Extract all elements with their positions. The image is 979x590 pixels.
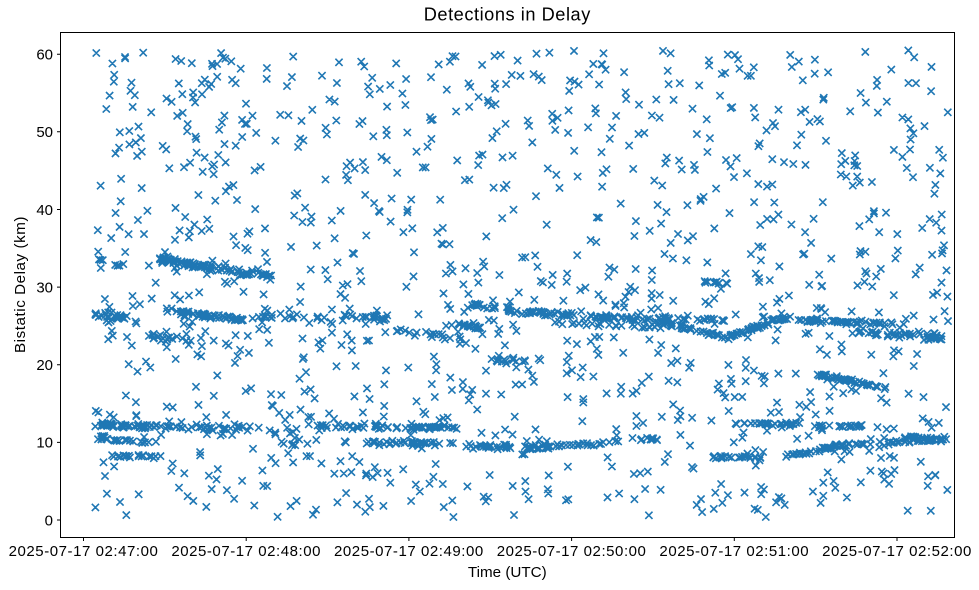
svg-text:Bistatic Delay (km): Bistatic Delay (km)	[12, 216, 29, 353]
svg-text:60: 60	[36, 47, 53, 64]
svg-text:Time (UTC): Time (UTC)	[468, 564, 547, 581]
svg-text:2025-07-17 02:49:00: 2025-07-17 02:49:00	[334, 543, 484, 560]
svg-text:50: 50	[36, 124, 53, 141]
svg-text:Detections in Delay: Detections in Delay	[424, 5, 591, 25]
svg-text:2025-07-17 02:48:00: 2025-07-17 02:48:00	[171, 543, 321, 560]
svg-text:2025-07-17 02:52:00: 2025-07-17 02:52:00	[822, 543, 972, 560]
svg-text:2025-07-17 02:50:00: 2025-07-17 02:50:00	[497, 543, 647, 560]
svg-text:40: 40	[36, 202, 53, 219]
svg-text:2025-07-17 02:47:00: 2025-07-17 02:47:00	[9, 543, 159, 560]
svg-text:30: 30	[36, 279, 53, 296]
svg-text:0: 0	[45, 512, 53, 529]
svg-text:2025-07-17 02:51:00: 2025-07-17 02:51:00	[659, 543, 809, 560]
svg-text:20: 20	[36, 357, 53, 374]
svg-text:10: 10	[36, 435, 53, 452]
